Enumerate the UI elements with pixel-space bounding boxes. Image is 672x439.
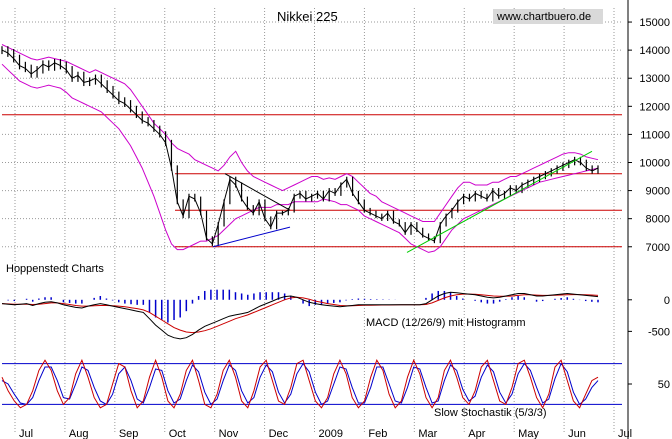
x-tick-label: Dec (269, 428, 289, 439)
macd-tick-label: -500 (648, 326, 670, 338)
x-tick-label: 2009 (319, 428, 343, 439)
uptrend-line (406, 150, 593, 253)
macd-signal-line (1, 293, 599, 334)
macd-panel (1, 289, 599, 340)
resistance-trend-line (224, 173, 291, 211)
stochastic-label: Slow Stochastik (5/3/3) (434, 407, 547, 419)
x-tick-label: May (518, 428, 539, 439)
y-tick-label: 14000 (639, 45, 670, 57)
macd-line (1, 291, 599, 340)
x-tick-label: Feb (368, 428, 387, 439)
y-tick-label: 15000 (639, 17, 670, 29)
x-tick-label: Jun (568, 428, 586, 439)
y-tick-label: 8000 (646, 214, 670, 226)
x-tick-label: Aug (69, 428, 89, 439)
stoch-tick-label: 50 (658, 379, 670, 391)
watermark-text: www.chartbuero.de (496, 11, 591, 23)
y-tick-label: 7000 (646, 242, 670, 254)
price-panel (1, 44, 622, 253)
y-tick-label: 9000 (646, 186, 670, 198)
x-tick-label: Sep (119, 428, 139, 439)
y-tick-label: 12000 (639, 101, 670, 113)
y-tick-label: 11000 (640, 129, 670, 141)
y-tick-label: 13000 (639, 73, 670, 85)
grid (2, 8, 622, 432)
x-tick-label: Apr (468, 428, 485, 439)
macd-label: MACD (12/26/9) mit Histogramm (366, 317, 526, 329)
bollinger-upper-line (1, 44, 599, 222)
x-tick-label: Nov (219, 428, 239, 439)
x-tick-label: Mar (418, 428, 437, 439)
chart-title: Nikkei 225 (277, 9, 338, 24)
support-trend-line (212, 226, 291, 248)
macd-tick-label: 0 (664, 295, 670, 307)
stoch-k-line (1, 358, 599, 409)
x-tick-label: Jul (19, 428, 33, 439)
watermark-box (493, 9, 603, 24)
x-tick-label: Oct (169, 428, 186, 439)
stochastic-panel (1, 358, 622, 409)
source-label: Hoppenstedt Charts (6, 263, 104, 275)
y-tick-label: 10000 (639, 157, 670, 169)
stoch-d-line (1, 362, 599, 406)
x-tick-label: Jul (618, 428, 632, 439)
price-line (1, 49, 599, 245)
